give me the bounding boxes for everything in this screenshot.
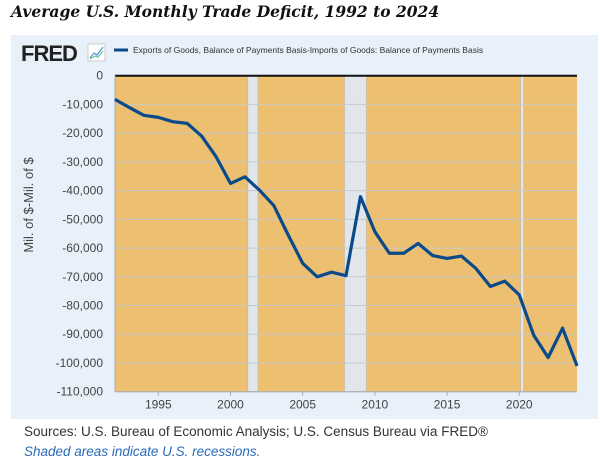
x-tick-label: 2005 xyxy=(289,398,316,412)
legend-label: Exports of Goods, Balance of Payments Ba… xyxy=(133,45,483,55)
y-tick-label: -60,000 xyxy=(62,241,103,255)
data-point xyxy=(388,252,390,254)
x-tick-label: 2015 xyxy=(434,398,461,412)
fred-logo: FRED xyxy=(21,41,77,66)
y-tick-label: -110,000 xyxy=(57,385,104,399)
data-point xyxy=(547,357,549,359)
data-point xyxy=(562,327,564,329)
recession-note: Shaded areas indicate U.S. recessions. xyxy=(24,444,261,459)
data-point xyxy=(230,182,231,184)
data-point xyxy=(331,271,333,273)
recession-band xyxy=(520,75,524,393)
y-tick-label: -80,000 xyxy=(62,299,103,313)
data-point xyxy=(504,280,506,282)
data-point xyxy=(186,122,188,124)
data-point xyxy=(446,257,448,259)
line-chart: FRED Exports of Goods, Balance of Paymen… xyxy=(21,41,579,412)
data-point xyxy=(128,107,130,109)
x-tick-label: 2000 xyxy=(217,398,244,412)
y-tick-label: -40,000 xyxy=(62,184,103,198)
recession-band xyxy=(344,75,367,393)
data-point xyxy=(258,189,260,191)
data-point xyxy=(403,252,405,254)
data-point xyxy=(302,262,304,264)
y-tick-label: -50,000 xyxy=(62,212,103,226)
data-point xyxy=(143,114,145,116)
chart-icon xyxy=(87,43,106,62)
data-point xyxy=(533,334,535,336)
data-point xyxy=(345,275,347,277)
data-point xyxy=(287,234,289,236)
y-tick-label: 0 xyxy=(96,69,103,83)
data-point xyxy=(576,365,578,367)
data-point xyxy=(374,231,376,233)
x-tick-label: 2020 xyxy=(506,398,533,412)
data-point xyxy=(359,196,361,198)
data-point xyxy=(475,267,477,269)
y-tick-label: -90,000 xyxy=(62,327,103,341)
data-point xyxy=(489,286,491,288)
y-axis-label: Mil. of $-Mil. of $ xyxy=(21,157,36,253)
data-point xyxy=(316,276,318,278)
y-tick-label: -100,000 xyxy=(56,356,104,370)
data-point xyxy=(172,121,174,123)
y-tick-label: -70,000 xyxy=(62,270,103,284)
y-tick-label: -20,000 xyxy=(62,126,103,140)
sources-text: Sources: U.S. Bureau of Economic Analysi… xyxy=(24,424,488,439)
data-point xyxy=(461,255,462,257)
x-tick-label: 2010 xyxy=(362,398,389,412)
data-point xyxy=(518,294,520,296)
data-point xyxy=(244,176,246,178)
data-point xyxy=(432,255,434,257)
y-tick-label: -30,000 xyxy=(62,155,103,169)
chart-panel: FRED Exports of Goods, Balance of Paymen… xyxy=(11,35,598,419)
data-point xyxy=(417,242,419,244)
data-point xyxy=(215,156,217,158)
x-tick-label: 1995 xyxy=(145,398,172,412)
recession-band xyxy=(247,75,259,393)
data-point xyxy=(157,116,159,118)
data-point xyxy=(201,135,203,137)
data-point xyxy=(273,205,275,207)
y-tick-label: -10,000 xyxy=(62,97,103,111)
data-point xyxy=(114,98,116,100)
page-title: Average U.S. Monthly Trade Deficit, 1992… xyxy=(11,2,440,21)
